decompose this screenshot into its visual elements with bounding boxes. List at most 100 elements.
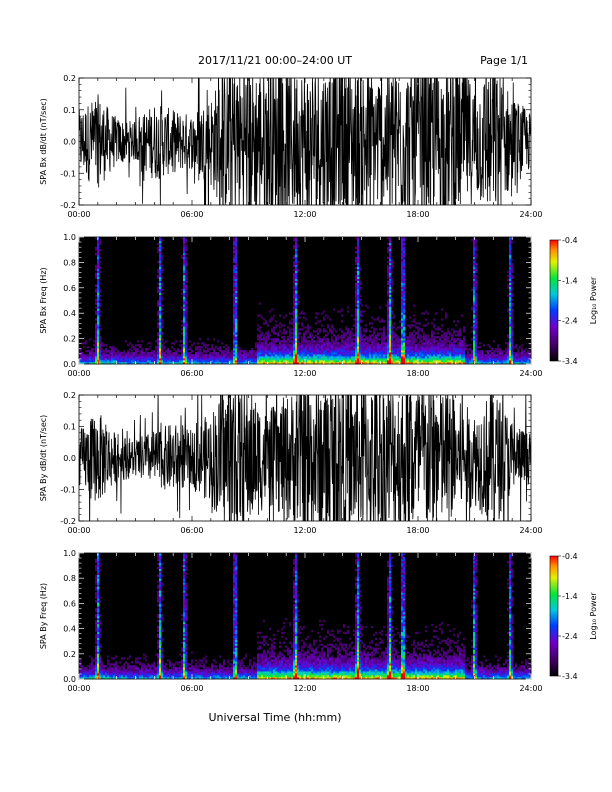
spectrogram-cell	[441, 318, 444, 321]
spectrogram-cell	[383, 346, 386, 349]
spectrogram-cell	[511, 286, 514, 289]
spectrogram-cell	[363, 338, 366, 341]
spectrogram-cell	[183, 598, 186, 601]
spectrogram-cell	[401, 322, 404, 325]
spectrogram-cell	[293, 282, 296, 285]
spectrogram-cell	[119, 360, 122, 363]
spectrogram-cell	[303, 340, 306, 343]
spectrogram-cell	[373, 340, 376, 343]
spectrogram-cell	[297, 260, 300, 264]
spectrogram-cell	[205, 352, 208, 355]
spectrogram-cell	[183, 238, 186, 242]
spectrogram-cell	[81, 671, 84, 674]
spectrogram-cell	[183, 302, 186, 305]
spectrogram-cell	[161, 322, 164, 325]
spectrogram-cell	[473, 352, 476, 355]
spectrogram-cell	[387, 268, 390, 272]
spectrogram-cell	[167, 677, 170, 680]
spectrogram-cell	[197, 346, 200, 349]
spectrogram-cell	[507, 274, 510, 277]
spectrogram-cell	[389, 352, 392, 355]
spectrogram-cell	[183, 237, 186, 240]
spectrogram-cell	[181, 328, 184, 331]
spectrogram-cell	[97, 350, 100, 353]
spectrogram-cell	[295, 294, 298, 297]
spectrogram-cell	[183, 332, 186, 335]
spectrogram-cell	[325, 354, 328, 357]
spectrogram-cell	[183, 568, 186, 572]
spectrogram-cell	[159, 304, 162, 307]
spectrogram-cell	[281, 358, 284, 361]
spectrogram-cell	[381, 344, 384, 347]
spectrogram-cell	[315, 312, 318, 315]
spectrogram-cell	[357, 328, 360, 331]
spectrogram-cell	[393, 358, 396, 361]
spectrogram-cell	[183, 248, 186, 252]
spectrogram-cell	[249, 358, 252, 361]
spectrogram-cell	[235, 264, 238, 268]
spectrogram-cell	[95, 665, 98, 668]
spectrogram-cell	[307, 328, 310, 331]
spectrogram-cell	[95, 568, 98, 572]
spectrogram-cell	[177, 677, 180, 680]
spectrogram-cell	[95, 312, 98, 315]
spectrogram-cell	[459, 360, 462, 363]
spectrogram-cell	[159, 248, 162, 252]
spectrogram-cell	[403, 332, 406, 335]
spectrogram-cell	[127, 677, 130, 680]
spectrogram-cell	[155, 675, 158, 678]
spectrogram-cell	[99, 266, 102, 270]
spectrogram-cell	[417, 346, 420, 349]
spectrogram-cell	[89, 675, 92, 678]
spectrogram-cell	[233, 284, 236, 287]
spectrogram-cell	[187, 671, 190, 674]
spectrogram-cell	[381, 340, 384, 343]
spectrogram-cell	[209, 362, 212, 365]
spectrogram-cell	[107, 669, 110, 672]
spectrogram-cell	[361, 362, 364, 365]
spectrogram-cell	[357, 242, 360, 246]
spectrogram-cell	[449, 340, 452, 343]
spectrogram-cell	[207, 671, 210, 674]
spectrogram-cell	[139, 352, 142, 355]
spectrogram-cell	[109, 358, 112, 361]
spectrogram-cell	[121, 358, 124, 361]
spectrogram-cell	[295, 318, 298, 321]
spectrogram-cell	[97, 608, 100, 611]
spectrogram-cell	[297, 362, 300, 365]
spectrogram-cell	[273, 332, 276, 335]
spectrogram-cell	[387, 292, 390, 295]
spectrogram-cell	[491, 356, 494, 359]
spectrogram-cell	[157, 338, 160, 341]
spectrogram-cell	[503, 358, 506, 361]
spectrogram-cell	[235, 258, 238, 262]
spectrogram-cell	[99, 645, 102, 648]
spectrogram-cell	[335, 348, 338, 351]
spectrogram-cell	[181, 671, 184, 674]
x-tick-label: 00:00	[67, 210, 90, 219]
spectrogram-cell	[445, 354, 448, 357]
spectrogram-cell	[159, 256, 162, 260]
spectrogram-cell	[413, 362, 416, 365]
spectrogram-cell	[95, 596, 98, 599]
spectrogram-cell	[289, 350, 292, 353]
spectrogram-cell	[475, 318, 478, 321]
spectrogram-cell	[183, 616, 186, 619]
spectrogram-cell	[83, 354, 86, 357]
spectrogram-cell	[97, 324, 100, 327]
spectrogram-cell	[461, 344, 464, 347]
spectrogram-cell	[153, 673, 156, 676]
spectrogram-cell	[111, 346, 114, 349]
spectrogram-cell	[237, 360, 240, 363]
spectrogram-cell	[519, 356, 522, 359]
spectrogram-cell	[295, 346, 298, 349]
spectrogram-cell	[95, 336, 98, 339]
spectrogram-cell	[347, 356, 350, 359]
spectrogram-cell	[97, 651, 100, 654]
spectrogram-cell	[265, 358, 268, 361]
spectrogram-cell	[97, 342, 100, 345]
spectrogram-cell	[467, 350, 470, 353]
spectrogram-cell	[197, 356, 200, 359]
spectrogram-cell	[431, 352, 434, 355]
spectrogram-cell	[159, 661, 162, 664]
